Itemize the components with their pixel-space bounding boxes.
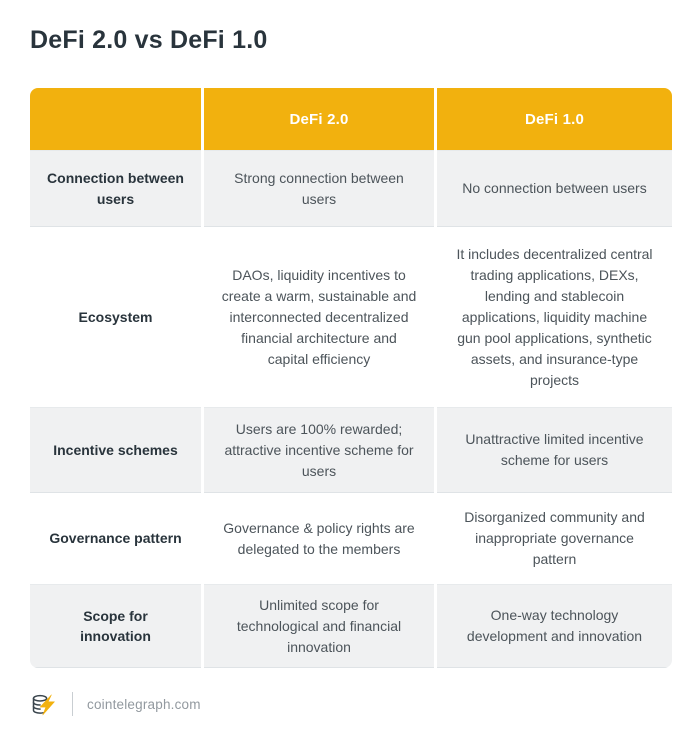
- header-cell-defi2: DeFi 2.0: [204, 88, 434, 150]
- page-title: DeFi 2.0 vs DeFi 1.0: [30, 26, 268, 54]
- comparison-table: DeFi 2.0 DeFi 1.0 Connection between use…: [30, 88, 672, 668]
- footer: cointelegraph.com: [30, 688, 201, 720]
- row-label-ecosystem: Ecosystem: [30, 227, 201, 407]
- row-connection-defi1: No connection between users: [437, 150, 672, 227]
- row-label-governance: Governance pattern: [30, 493, 201, 584]
- row-connection-defi2: Strong connection between users: [204, 150, 434, 227]
- footer-site-text: cointelegraph.com: [87, 696, 201, 712]
- header-cell-empty: [30, 88, 201, 150]
- row-label-connection: Connection between users: [30, 150, 201, 227]
- row-ecosystem-defi1: It includes decentralized central tradin…: [437, 227, 672, 407]
- row-ecosystem-defi2: DAOs, liquidity incentives to create a w…: [204, 227, 434, 407]
- row-incentive-defi2: Users are 100% rewarded; attractive ince…: [204, 407, 434, 493]
- cointelegraph-logo-icon: [30, 690, 58, 718]
- row-label-scope: Scope for innovation: [30, 584, 201, 668]
- comparison-table-grid: DeFi 2.0 DeFi 1.0 Connection between use…: [30, 88, 672, 668]
- footer-divider: [72, 692, 73, 716]
- row-label-incentive: Incentive schemes: [30, 407, 201, 493]
- row-incentive-defi1: Unattractive limited incentive scheme fo…: [437, 407, 672, 493]
- header-cell-defi1: DeFi 1.0: [437, 88, 672, 150]
- row-scope-defi1: One-way technology development and innov…: [437, 584, 672, 668]
- row-scope-defi2: Unlimited scope for technological and fi…: [204, 584, 434, 668]
- row-governance-defi2: Governance & policy rights are delegated…: [204, 493, 434, 584]
- row-governance-defi1: Disorganized community and inappropriate…: [437, 493, 672, 584]
